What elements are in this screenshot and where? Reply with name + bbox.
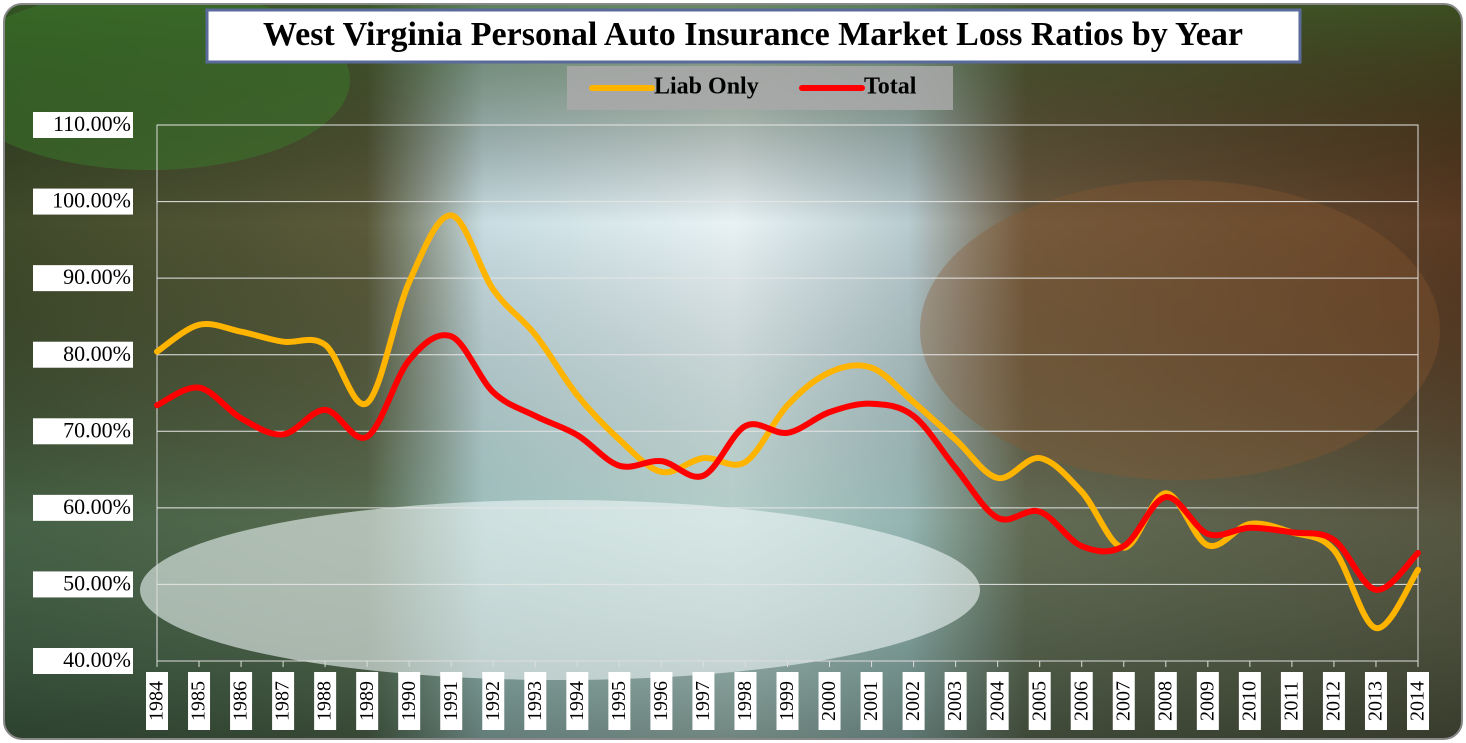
x-tick-label: 1992 <box>482 681 504 721</box>
x-tick-label: 1987 <box>272 681 294 721</box>
x-tick-label: 1997 <box>692 681 714 721</box>
x-tick-label: 1991 <box>440 681 462 721</box>
x-tick-label: 2011 <box>1280 681 1302 720</box>
x-tick-label: 1993 <box>524 681 546 721</box>
y-tick-label: 90.00% <box>63 264 131 289</box>
x-tick-label: 1989 <box>356 681 378 721</box>
x-tick-label: 2007 <box>1112 681 1134 721</box>
x-tick-label: 1990 <box>398 681 420 721</box>
x-tick-label: 2006 <box>1070 681 1092 721</box>
chart-title: West Virginia Personal Auto Insurance Ma… <box>263 16 1243 53</box>
x-tick-label: 2009 <box>1196 681 1218 721</box>
x-tick-label: 1995 <box>608 681 630 721</box>
page: {"chart_data": { "type": "line", "title"… <box>0 0 1466 743</box>
x-tick-label: 2004 <box>986 681 1008 721</box>
x-tick-label: 2003 <box>944 681 966 721</box>
x-tick-label: 1984 <box>146 681 168 721</box>
chart: West Virginia Personal Auto Insurance Ma… <box>0 0 1466 743</box>
x-tick-label: 1988 <box>314 681 336 721</box>
y-tick-label: 40.00% <box>63 647 131 672</box>
legend-label: Total <box>864 74 917 100</box>
x-tick-label: 1998 <box>734 681 756 721</box>
x-tick-label: 1985 <box>188 681 210 721</box>
x-tick-label: 2008 <box>1154 681 1176 721</box>
x-tick-label: 2005 <box>1028 681 1050 721</box>
y-tick-label: 100.00% <box>52 188 131 213</box>
y-tick-label: 80.00% <box>63 341 131 366</box>
background <box>0 0 1466 743</box>
y-tick-label: 110.00% <box>53 111 131 136</box>
x-tick-label: 1999 <box>776 681 798 721</box>
x-tick-label: 2012 <box>1323 681 1345 721</box>
x-tick-label: 1996 <box>650 681 672 721</box>
y-tick-label: 70.00% <box>63 417 131 442</box>
x-tick-label: 1994 <box>566 681 588 721</box>
x-tick-label: 2014 <box>1407 681 1429 721</box>
y-tick-label: 50.00% <box>63 570 131 595</box>
x-tick-label: 2010 <box>1238 681 1260 721</box>
x-tick-label: 2000 <box>818 681 840 721</box>
x-tick-label: 2001 <box>860 681 882 721</box>
x-tick-label: 1986 <box>230 681 252 721</box>
x-tick-label: 2002 <box>902 681 924 721</box>
x-tick-label: 2013 <box>1365 681 1387 721</box>
y-tick-label: 60.00% <box>63 494 131 519</box>
legend-label: Liab Only <box>654 74 759 100</box>
